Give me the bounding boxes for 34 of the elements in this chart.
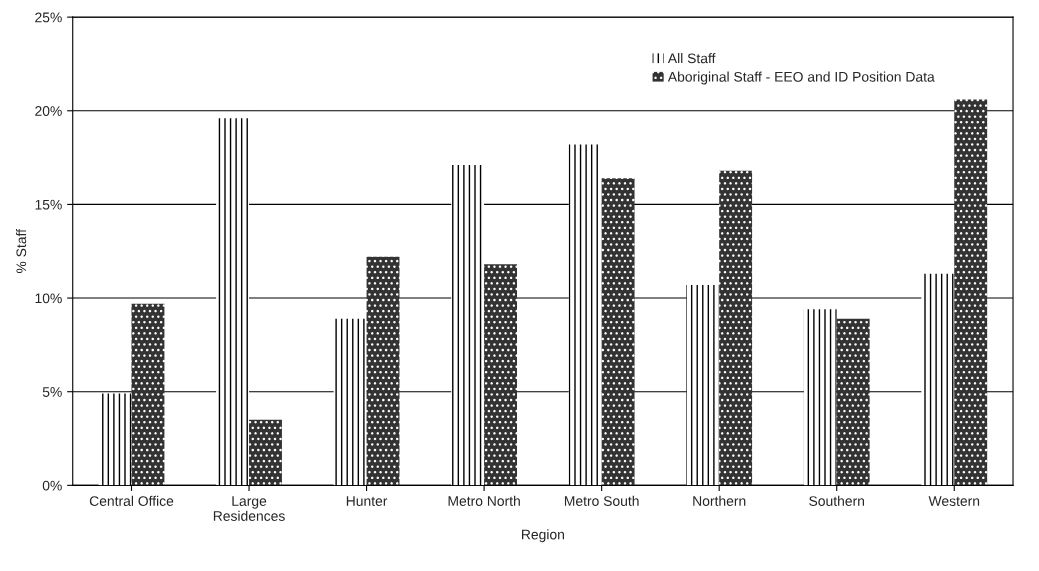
bar: [451, 165, 485, 486]
bar: [484, 264, 518, 486]
bar: [836, 318, 870, 486]
x-tick-label: Central Office: [89, 495, 174, 506]
legend-label: All Staff: [667, 53, 716, 64]
x-axis-title: Region: [522, 529, 564, 543]
bar: [954, 99, 988, 486]
x-tick-label: Hunter: [346, 496, 388, 506]
bar: [131, 303, 165, 486]
bar: [333, 318, 367, 486]
y-tick-label: 0%: [42, 480, 62, 491]
bar: [98, 393, 132, 486]
bar: [719, 170, 753, 486]
y-tick-label: 20%: [35, 106, 62, 116]
x-tick-label: Metro South: [564, 495, 639, 506]
y-tick-label: 25%: [35, 12, 62, 23]
bar: [601, 178, 635, 486]
x-tick-label: Metro North: [448, 495, 520, 506]
bar: [686, 284, 720, 486]
x-tick-label: Southern: [809, 495, 865, 506]
y-tick-label: 5%: [42, 387, 62, 397]
bar: [366, 256, 400, 486]
y-tick-label: 15%: [35, 199, 62, 210]
x-tick-label: Western: [928, 496, 980, 506]
x-tick-label: Northern: [693, 495, 746, 506]
x-tick-label: Large Residences: [213, 496, 285, 521]
legend-label: Aboriginal Staff - EEO and ID Position Data: [667, 71, 935, 85]
bar: [249, 419, 282, 486]
y-axis-title: % Staff: [16, 228, 27, 274]
bar: [568, 144, 602, 486]
bar: [803, 309, 837, 486]
y-tick-label: 10%: [35, 293, 62, 304]
bar: [921, 273, 955, 486]
bar: [216, 118, 250, 486]
